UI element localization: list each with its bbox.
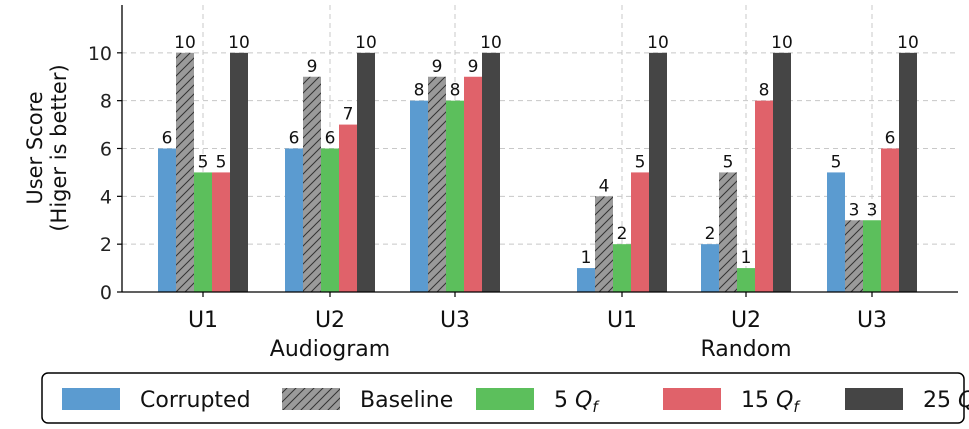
bar-15-q_f	[881, 148, 899, 292]
bar-corrupted	[701, 244, 719, 292]
legend-label: Baseline	[360, 388, 453, 413]
data-label: 4	[599, 176, 610, 196]
bar-5-q_f	[321, 148, 339, 292]
bar-corrupted	[158, 148, 176, 292]
data-label: 8	[759, 81, 770, 101]
y-axis-label-line2: (Higer is better)	[47, 64, 71, 231]
bar-5-q_f	[194, 172, 212, 292]
bar-15-q_f	[755, 100, 773, 293]
data-label: 6	[162, 129, 173, 149]
data-label: 5	[723, 152, 734, 172]
data-label: 9	[468, 57, 479, 77]
data-label: 2	[705, 224, 716, 244]
legend: Corrupted Baseline 5 Qf 15 Qf 25 Qf	[41, 372, 969, 424]
legend-label: Corrupted	[140, 388, 251, 413]
x-tick-label: U1	[607, 308, 637, 333]
legend-label: 15 Qf	[741, 388, 801, 416]
data-label: 10	[647, 33, 669, 53]
data-label: 5	[831, 152, 842, 172]
bar-25-q_f	[649, 52, 667, 293]
bar-15-q_f	[212, 172, 230, 292]
bar-baseline	[719, 172, 737, 292]
x-tick-label: U3	[440, 308, 470, 333]
bar-corrupted	[285, 148, 303, 292]
data-label: 5	[216, 152, 227, 172]
data-label: 3	[867, 200, 878, 220]
bar-baseline	[428, 76, 446, 292]
x-tick-label: U1	[188, 308, 218, 333]
data-label: 1	[581, 248, 592, 268]
bar-corrupted	[577, 268, 595, 292]
y-tick-label: 8	[100, 91, 112, 113]
data-label: 6	[289, 129, 300, 149]
data-label: 7	[343, 105, 354, 125]
bar-baseline	[845, 220, 863, 292]
legend-swatch	[845, 388, 903, 410]
data-label: 6	[885, 129, 896, 149]
x-tick-label: U2	[731, 308, 761, 333]
x-tick-label: U2	[315, 308, 345, 333]
y-tick-label: 4	[100, 186, 112, 208]
bar-5-q_f	[863, 220, 881, 292]
data-label: 10	[480, 33, 502, 53]
bar-baseline	[595, 196, 613, 292]
y-axis-label-line1: User Score	[23, 91, 47, 204]
bar-5-q_f	[737, 268, 755, 292]
data-label: 5	[198, 152, 209, 172]
axes: U1 U2 U3 Audiogram U1 U2 U3 Random 0 2 4 6 8 10 User S…	[23, 5, 958, 362]
data-label: 6	[325, 129, 336, 149]
bar-25-q_f	[230, 52, 248, 293]
data-label: 10	[355, 33, 377, 53]
y-tick-label: 6	[100, 139, 112, 161]
y-tick-label: 2	[100, 234, 112, 256]
bar-baseline	[303, 76, 321, 292]
data-label: 1	[741, 248, 752, 268]
data-label: 10	[771, 33, 793, 53]
data-label: 10	[897, 33, 919, 53]
data-label: 2	[617, 224, 628, 244]
bar-corrupted	[827, 172, 845, 292]
legend-swatch	[282, 388, 340, 410]
bar-5-q_f	[446, 100, 464, 293]
data-label: 3	[849, 200, 860, 220]
bars-layer	[158, 52, 917, 293]
data-label: 10	[174, 33, 196, 53]
data-label: 9	[432, 57, 443, 77]
legend-swatch	[476, 388, 534, 410]
bar-5-q_f	[613, 244, 631, 292]
data-label: 5	[635, 152, 646, 172]
legend-label: 5 Qf	[554, 388, 600, 416]
data-label: 8	[414, 81, 425, 101]
data-label: 8	[450, 81, 461, 101]
bar-25-q_f	[482, 52, 500, 293]
bar-15-q_f	[464, 76, 482, 292]
y-tick-label: 0	[100, 282, 112, 304]
group-label: Random	[700, 337, 791, 362]
bar-15-q_f	[339, 124, 357, 292]
bar-baseline	[176, 52, 194, 293]
legend-swatch	[663, 388, 721, 410]
y-tick-label: 10	[88, 43, 112, 65]
data-label: 10	[228, 33, 250, 53]
data-label: 9	[307, 57, 318, 77]
grid-lines	[122, 5, 958, 293]
group-label: Audiogram	[270, 337, 390, 362]
bar-25-q_f	[773, 52, 791, 293]
legend-swatch	[62, 388, 120, 410]
y-axis-label: User Score (Higer is better)	[23, 64, 71, 231]
bar-25-q_f	[357, 52, 375, 293]
bar-15-q_f	[631, 172, 649, 292]
x-tick-label: U3	[857, 308, 887, 333]
bar-corrupted	[410, 100, 428, 293]
bar-25-q_f	[899, 52, 917, 293]
legend-label: 25 Qf	[923, 388, 969, 416]
